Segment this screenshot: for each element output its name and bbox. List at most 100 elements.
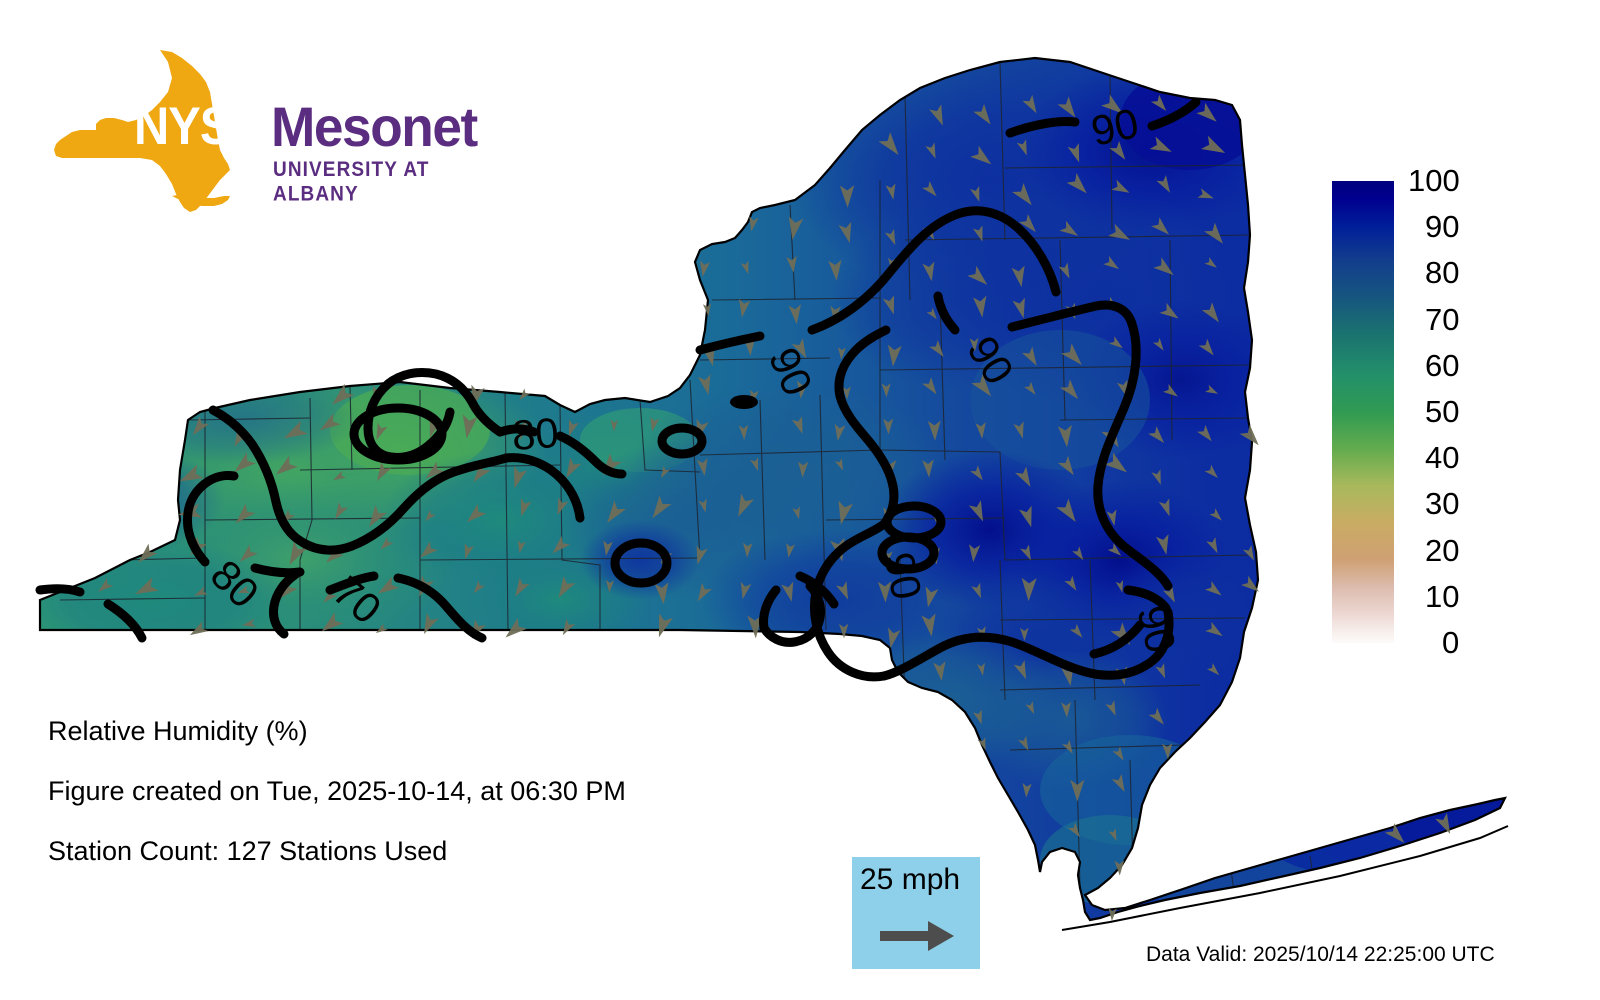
- wind-arrow: [1108, 223, 1131, 240]
- wind-arrow: [925, 142, 936, 159]
- figure-title: Relative Humidity (%): [48, 716, 308, 746]
- wind-arrow: [749, 216, 759, 232]
- wind-arrow-icon: [880, 921, 954, 951]
- wind-arrow: [1204, 257, 1217, 268]
- wind-arrow: [786, 255, 797, 273]
- wind-arrow: [697, 374, 711, 396]
- wind-arrow: [1162, 743, 1173, 760]
- wind-arrow: [834, 423, 846, 442]
- wind-arrow: [375, 623, 388, 634]
- wind-arrow: [466, 503, 487, 523]
- wind-arrow: [1200, 135, 1226, 153]
- wind-arrow: [654, 582, 669, 605]
- wind-arrow: [1020, 627, 1029, 642]
- wind-arrow: [566, 457, 582, 478]
- wind-arrow: [781, 581, 794, 602]
- wind-arrow: [929, 104, 943, 126]
- nys-mesonet-logo: NYS Mesonet UNIVERSITY AT ALBANY: [52, 48, 478, 218]
- wind-arrow: [519, 388, 531, 401]
- wind-arrow: [972, 295, 987, 318]
- wind-arrow: [1150, 94, 1167, 111]
- contour-label: 80: [510, 409, 560, 459]
- wind-arrow: [1240, 575, 1259, 592]
- colorbar-tick-90: 90: [1425, 209, 1460, 245]
- wind-arrow: [838, 500, 854, 525]
- wind-arrow: [1105, 700, 1116, 716]
- wind-arrow: [1020, 544, 1031, 561]
- wind-arrow: [1204, 580, 1222, 596]
- wind-arrow: [1108, 907, 1117, 922]
- wind-arrow: [830, 305, 841, 323]
- colorbar-tick-40: 40: [1425, 440, 1460, 476]
- wind-arrow: [786, 542, 796, 558]
- wind-arrow: [929, 340, 944, 357]
- wind-arrow: [1111, 179, 1130, 193]
- wind-arrow: [738, 424, 749, 441]
- wind-arrow: [1114, 860, 1125, 876]
- wind-arrow: [1016, 139, 1027, 156]
- wind-arrow: [1115, 579, 1124, 593]
- wind-arrow: [933, 661, 946, 681]
- wind-arrow: [1111, 773, 1125, 792]
- wind-arrow: [192, 416, 210, 436]
- wind-arrow: [1058, 262, 1070, 279]
- wind-arrow: [1069, 623, 1083, 638]
- wind-arrow-field: [98, 94, 1451, 922]
- wind-arrow: [702, 303, 712, 317]
- wind-arrow: [837, 347, 846, 360]
- colorbar-tick-100: 100: [1408, 163, 1460, 198]
- wind-arrow: [1022, 94, 1037, 114]
- wind-arrow: [568, 419, 579, 437]
- wind-arrow: [368, 504, 388, 528]
- wind-arrow: [839, 185, 855, 208]
- wind-arrow: [1156, 534, 1169, 555]
- wind-arrow: [970, 145, 992, 165]
- wind-arrow: [239, 544, 258, 562]
- wind-arrow: [1109, 140, 1126, 160]
- wind-arrow: [376, 461, 392, 482]
- wind-arrow: [1013, 421, 1024, 439]
- figure-created-timestamp: Figure created on Tue, 2025-10-14, at 06…: [48, 776, 626, 806]
- wind-arrow: [971, 374, 992, 397]
- wind-arrow: [1384, 823, 1405, 843]
- wind-arrow: [1101, 94, 1123, 114]
- wind-arrow: [884, 228, 896, 246]
- wind-arrow: [505, 617, 527, 638]
- wind-arrow: [321, 612, 344, 632]
- colorbar-tick-80: 80: [1425, 255, 1460, 291]
- wind-arrow: [1059, 379, 1079, 400]
- wind-arrow: [1012, 297, 1025, 319]
- wind-arrow: [885, 183, 896, 200]
- wind-arrow: [1021, 346, 1037, 366]
- wind-arrow: [969, 337, 979, 352]
- wind-arrow: [515, 577, 530, 597]
- wind-arrow: [877, 581, 892, 603]
- wind-arrow: [332, 383, 355, 405]
- contour-label: 90: [875, 548, 931, 603]
- wind-arrow: [514, 466, 528, 489]
- wind-arrow: [881, 383, 891, 398]
- colorbar-tick-labels: 100 90 80 70 60 50 40 30 20 10 0: [1408, 162, 1498, 662]
- colorbar-tick-10: 10: [1425, 578, 1460, 614]
- wind-arrow: [1057, 424, 1072, 448]
- wind-arrow: [473, 462, 491, 483]
- wind-arrow: [610, 419, 619, 432]
- wind-arrow: [1011, 265, 1025, 288]
- wind-arrow: [1059, 220, 1079, 236]
- wind-arrow: [1155, 663, 1166, 679]
- wind-arrow: [135, 577, 159, 595]
- wind-arrow: [878, 132, 899, 156]
- wind-arrow: [838, 221, 852, 244]
- wind-arrow: [1112, 746, 1124, 761]
- contour-label: 90: [1087, 99, 1142, 155]
- wind-arrow: [1067, 822, 1080, 838]
- wind-arrow: [926, 307, 937, 320]
- wind-arrow: [1109, 336, 1123, 349]
- wind-arrow: [1064, 575, 1077, 591]
- wind-arrow: [977, 662, 985, 676]
- wind-arrow: [1152, 337, 1164, 351]
- wind-arrow: [1151, 217, 1170, 235]
- wind-arrow: [1067, 143, 1080, 163]
